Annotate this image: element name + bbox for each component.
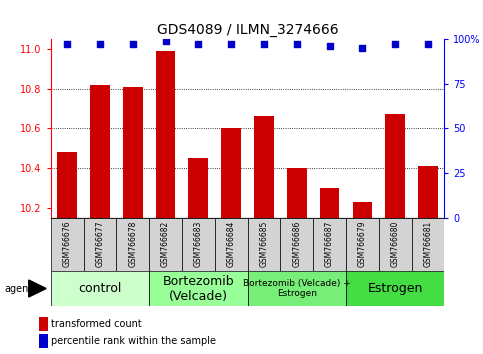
Bar (51, 271, 149, 306)
Bar (215, 218, 247, 271)
Bar (247, 218, 280, 271)
Bar (39, 317, 48, 331)
Bar (313, 218, 346, 271)
Point (326, 43, 333, 49)
Bar (57, 152, 77, 218)
Bar (412, 218, 444, 271)
Bar (418, 166, 438, 218)
Point (63, 41, 71, 47)
Text: transformed count: transformed count (51, 319, 142, 329)
Point (129, 41, 137, 47)
Bar (39, 334, 48, 348)
Point (260, 41, 268, 47)
Text: GSM766678: GSM766678 (128, 220, 137, 267)
Bar (182, 218, 215, 271)
Bar (320, 188, 340, 218)
Bar (84, 218, 116, 271)
Point (162, 38, 170, 44)
Bar (280, 218, 313, 271)
Text: GSM766677: GSM766677 (96, 220, 104, 267)
Text: agent: agent (5, 284, 33, 293)
Text: GSM766679: GSM766679 (358, 220, 367, 267)
Text: Bortezomib (Velcade) +
Estrogen: Bortezomib (Velcade) + Estrogen (243, 279, 351, 298)
Bar (149, 271, 247, 306)
Bar (51, 218, 84, 271)
Bar (379, 218, 412, 271)
Text: GSM766676: GSM766676 (63, 220, 71, 267)
Point (227, 41, 235, 47)
Point (391, 41, 399, 47)
Text: percentile rank within the sample: percentile rank within the sample (51, 336, 216, 346)
Point (96, 41, 104, 47)
Text: GSM766684: GSM766684 (227, 220, 236, 267)
Bar (346, 218, 379, 271)
Bar (116, 218, 149, 271)
Point (358, 45, 366, 51)
Text: Estrogen: Estrogen (368, 282, 423, 295)
Bar (188, 158, 208, 218)
Polygon shape (29, 280, 46, 297)
Text: GSM766686: GSM766686 (292, 220, 301, 267)
Title: GDS4089 / ILMN_3274666: GDS4089 / ILMN_3274666 (156, 23, 339, 36)
Bar (221, 129, 241, 218)
Point (195, 41, 202, 47)
Bar (254, 116, 274, 218)
Bar (247, 271, 346, 306)
Bar (156, 51, 175, 218)
Text: GSM766685: GSM766685 (259, 220, 269, 267)
Text: GSM766680: GSM766680 (391, 220, 399, 267)
Bar (353, 202, 372, 218)
Text: GSM766682: GSM766682 (161, 220, 170, 267)
Text: Bortezomib
(Velcade): Bortezomib (Velcade) (162, 274, 234, 303)
Text: control: control (78, 282, 122, 295)
Point (424, 41, 432, 47)
Text: GSM766683: GSM766683 (194, 220, 203, 267)
Point (293, 41, 300, 47)
Bar (90, 85, 110, 218)
Bar (287, 168, 307, 218)
Text: GSM766681: GSM766681 (424, 220, 432, 267)
Bar (346, 271, 444, 306)
Bar (123, 87, 142, 218)
Bar (149, 218, 182, 271)
Text: GSM766687: GSM766687 (325, 220, 334, 267)
Bar (385, 114, 405, 218)
